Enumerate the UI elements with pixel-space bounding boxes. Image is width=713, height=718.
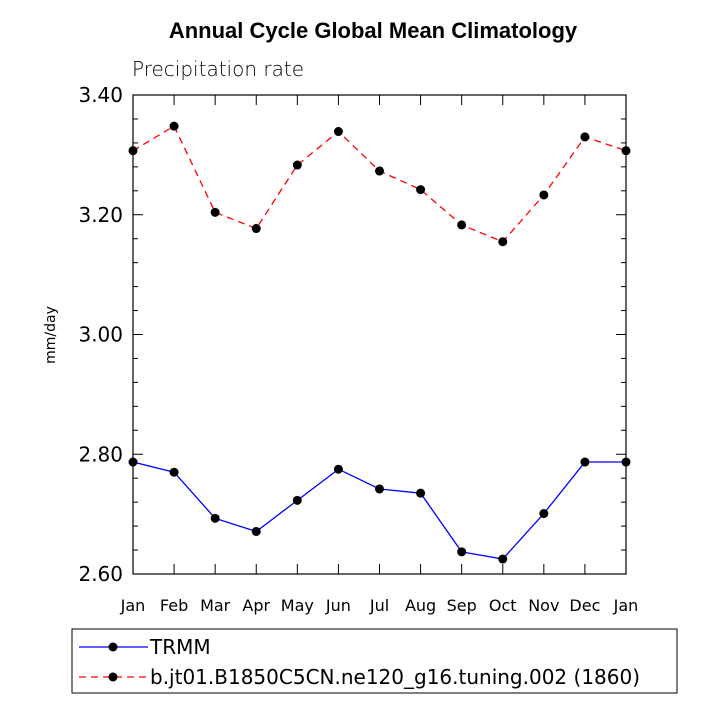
data-point bbox=[251, 526, 261, 536]
x-tick-label: Jun bbox=[325, 596, 351, 615]
x-tick-label: Nov bbox=[528, 596, 559, 615]
data-point bbox=[580, 132, 590, 142]
data-point bbox=[580, 457, 590, 467]
data-point bbox=[539, 190, 549, 200]
y-tick-label: 2.60 bbox=[78, 562, 123, 586]
data-point bbox=[169, 467, 179, 477]
data-point bbox=[621, 457, 631, 467]
legend-label: TRMM bbox=[149, 635, 211, 659]
data-point bbox=[333, 464, 343, 474]
x-tick-label: May bbox=[281, 596, 314, 615]
series-layer bbox=[128, 121, 631, 564]
chart-subtitle: Precipitation rate bbox=[132, 57, 304, 81]
data-point bbox=[292, 495, 302, 505]
y-tick-label: 3.20 bbox=[78, 203, 123, 227]
legend-swatch-marker bbox=[108, 672, 118, 682]
x-tick-label: Jan bbox=[120, 596, 146, 615]
series-line-0 bbox=[132, 461, 626, 560]
x-tick-label: Jan bbox=[613, 596, 639, 615]
data-point bbox=[375, 166, 384, 176]
x-tick-label: Sep bbox=[447, 596, 477, 615]
data-point bbox=[169, 121, 179, 131]
x-tick-label: Feb bbox=[160, 596, 188, 615]
data-point bbox=[539, 509, 549, 519]
x-tick-label: Apr bbox=[242, 596, 270, 615]
data-point bbox=[498, 237, 508, 247]
legend-label: b.jt01.B1850C5CN.ne120_g16.tuning.002 (1… bbox=[150, 665, 640, 689]
data-point bbox=[251, 224, 261, 234]
x-tick-label: Mar bbox=[200, 596, 231, 615]
y-tick-label: 3.00 bbox=[78, 323, 123, 347]
data-point bbox=[128, 146, 138, 156]
legend: TRMM b.jt01.B1850C5CN.ne120_g16.tuning.00… bbox=[79, 635, 640, 689]
data-point bbox=[457, 547, 467, 557]
data-point bbox=[210, 207, 220, 217]
y-tick-label: 2.80 bbox=[78, 442, 123, 466]
x-tick-label: Aug bbox=[405, 596, 436, 615]
data-point bbox=[210, 513, 220, 523]
x-axis-ticks: Jan Feb Mar Apr May Jun Jul Aug Sep Oct Nov Dec Jan bbox=[120, 95, 639, 615]
data-point bbox=[498, 554, 508, 564]
data-point bbox=[292, 160, 302, 170]
data-point bbox=[416, 185, 426, 195]
data-point bbox=[416, 488, 426, 498]
legend-swatch-marker bbox=[108, 642, 118, 652]
legend-frame bbox=[71, 628, 678, 694]
y-axis-label: mm/day bbox=[43, 306, 59, 364]
x-tick-label: Dec bbox=[569, 596, 600, 615]
series-line-1 bbox=[132, 125, 627, 243]
chart-title: Annual Cycle Global Mean Climatology bbox=[169, 18, 578, 43]
data-point bbox=[457, 220, 467, 230]
y-axis-ticks: 2.60 2.80 3.00 3.20 3.40 bbox=[78, 83, 626, 586]
data-point bbox=[375, 484, 384, 494]
x-tick-label: Jul bbox=[369, 596, 389, 615]
data-point bbox=[621, 146, 631, 156]
y-tick-label: 3.40 bbox=[78, 83, 123, 107]
data-point bbox=[128, 457, 138, 467]
data-point bbox=[333, 127, 343, 137]
x-tick-label: Oct bbox=[489, 596, 517, 615]
